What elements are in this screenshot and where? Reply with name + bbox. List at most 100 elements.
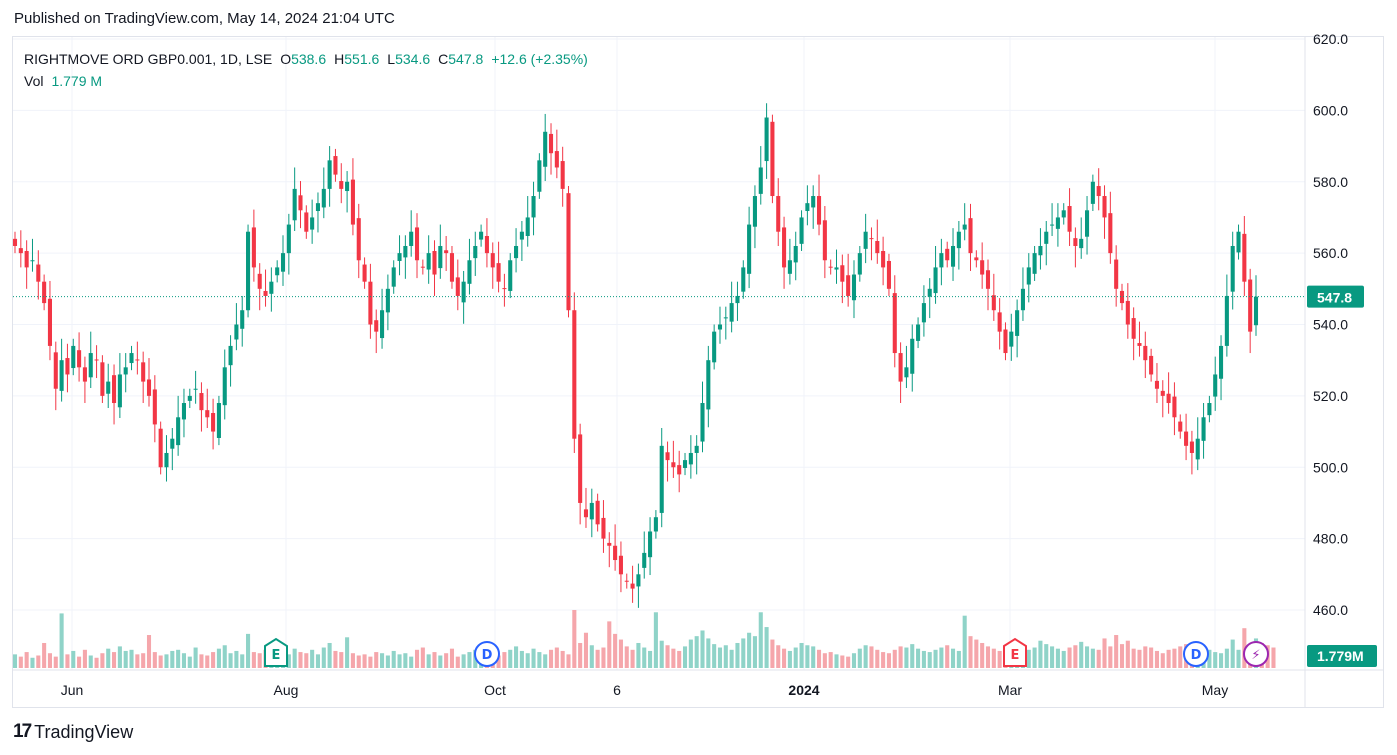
candle-body <box>251 227 256 268</box>
candle <box>1160 380 1165 418</box>
volume-bar <box>828 652 833 668</box>
candle-body <box>414 227 420 261</box>
volume-bar <box>88 655 93 668</box>
candle <box>117 353 122 419</box>
volume-bar <box>508 649 513 668</box>
candle <box>892 275 897 368</box>
last-volume-label: 1.779M <box>1317 648 1364 664</box>
volume-bar <box>158 655 163 668</box>
candle-body <box>356 218 361 261</box>
candle-body <box>345 181 350 192</box>
candle <box>380 288 385 349</box>
candle-body <box>170 438 175 449</box>
volume-bar <box>1230 639 1235 668</box>
candle <box>135 341 140 375</box>
candle <box>228 335 233 387</box>
tradingview-logo[interactable]: 17 TradingView <box>13 721 133 743</box>
legend-open-value: 538.6 <box>291 51 327 67</box>
candle-body <box>374 320 379 332</box>
volume-bar <box>327 642 332 668</box>
candle <box>805 185 810 226</box>
candle <box>706 345 711 428</box>
volume-bar <box>735 642 740 668</box>
legend-vol-label: Vol <box>24 73 44 89</box>
candle <box>158 421 163 475</box>
candle-body <box>47 298 52 346</box>
candle-body <box>391 267 396 287</box>
y-tick-label: 580.0 <box>1313 174 1348 190</box>
candle-body <box>525 217 530 236</box>
volume-bar <box>601 647 606 668</box>
earnings-icon <box>1003 637 1027 667</box>
candle <box>1125 283 1130 339</box>
volume-bar <box>228 653 233 668</box>
volume-bar <box>624 646 629 668</box>
candle-body <box>36 264 41 282</box>
volume-bar <box>1084 646 1090 668</box>
candle-body <box>717 324 723 330</box>
candle <box>985 259 991 311</box>
volume-bar <box>181 653 187 668</box>
candle <box>1154 363 1159 404</box>
candle-body <box>275 267 280 276</box>
candle-body <box>805 203 810 212</box>
volume-bar <box>747 632 752 668</box>
volume-bar <box>1224 648 1229 668</box>
legend-close-label: C <box>438 51 449 67</box>
volume-bar <box>659 640 664 668</box>
volume-bar <box>199 654 204 668</box>
candle <box>53 341 58 411</box>
candle-body <box>12 238 18 246</box>
candle <box>449 245 455 289</box>
candle <box>362 257 367 289</box>
candle-body <box>112 375 117 404</box>
volume-bar <box>438 655 443 668</box>
volume-bar <box>886 653 891 668</box>
candle <box>106 363 111 409</box>
event-marker-label: ⚡ <box>1251 648 1260 663</box>
candle <box>1108 191 1113 264</box>
volume-bar <box>863 645 868 668</box>
candle-body <box>694 445 699 453</box>
volume-bar <box>560 650 565 668</box>
volume-bar <box>1067 647 1072 668</box>
candle-body <box>706 360 711 410</box>
candle <box>1032 245 1037 281</box>
volume-bar <box>1154 650 1159 668</box>
candle <box>828 259 833 275</box>
candle <box>432 240 437 296</box>
candle <box>904 345 909 389</box>
candle-body <box>1195 438 1200 460</box>
candle <box>682 452 688 476</box>
candle-body <box>181 403 187 420</box>
candle-body <box>1224 295 1229 346</box>
candle-body <box>787 260 792 274</box>
volume-bar <box>205 655 210 668</box>
candle <box>712 324 717 370</box>
candle-body <box>566 193 571 311</box>
candle <box>1090 174 1095 212</box>
candle-body <box>869 238 874 240</box>
volume-bar <box>682 646 688 668</box>
candle <box>321 167 326 219</box>
volume-bar <box>135 654 140 668</box>
volume-bar <box>257 653 262 668</box>
candle-body <box>828 266 833 268</box>
volume-bar <box>36 655 41 668</box>
candle-body <box>368 281 373 325</box>
volume-bar <box>578 642 583 668</box>
y-tick-label: 520.0 <box>1313 388 1348 404</box>
candle-body <box>514 245 519 259</box>
candle <box>776 178 781 246</box>
candle-body <box>636 574 641 587</box>
volume-bar <box>234 650 239 668</box>
volume-bar <box>502 652 507 668</box>
volume-bar <box>904 647 909 668</box>
volume-bar <box>339 652 344 668</box>
candle-body <box>30 260 35 262</box>
volume-bar <box>758 612 763 668</box>
candle <box>496 241 501 293</box>
volume-bar <box>193 647 198 668</box>
candle-body <box>508 260 513 291</box>
